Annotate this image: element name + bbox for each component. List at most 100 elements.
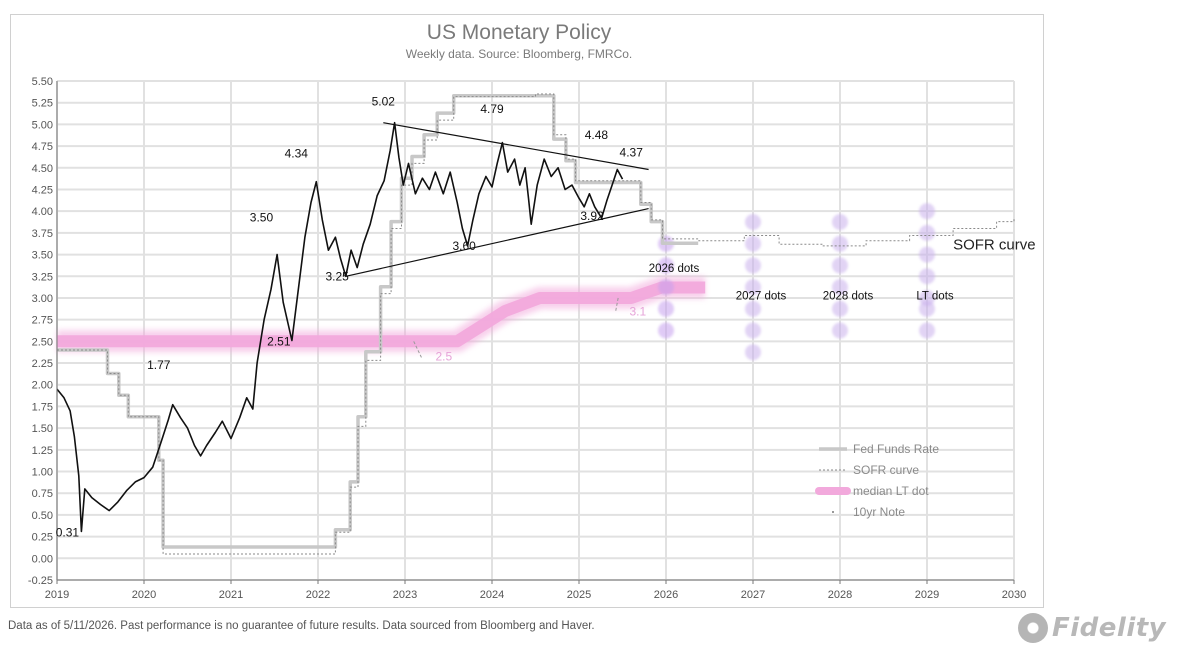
x-tick-label: 2024 (480, 589, 504, 601)
fomc-dot (745, 344, 761, 361)
axes: 5.50 5.25 5.00 4.75 4.50 4.25 4.00 3.75 3.50 3.25… (28, 76, 1026, 601)
fomc-dot (832, 300, 848, 317)
x-tick-label: 2025 (567, 589, 591, 601)
x-tick-label: 2022 (306, 589, 330, 601)
dots-group-label: LT dots (916, 291, 954, 303)
value-annotation: 2.51 (267, 335, 291, 349)
value-annotation: 3.92 (580, 209, 604, 223)
y-tick-label: 0.00 (32, 553, 53, 565)
fomc-dot (832, 257, 848, 274)
x-tick-label: 2020 (132, 589, 156, 601)
fomc-dot (658, 257, 674, 274)
y-tick-label: 0.75 (32, 488, 53, 500)
median-lt-value-label: 2.5 (435, 349, 452, 363)
value-annotation: 5.02 (372, 94, 396, 108)
tenyr-note-line (56, 121, 624, 533)
y-tick-label: 3.25 (32, 271, 53, 283)
x-tick-label: 2021 (219, 589, 243, 601)
legend-label: median LT dot (853, 484, 929, 498)
fidelity-logo: Fidelity (1018, 610, 1188, 646)
y-tick-label: 1.25 (32, 445, 53, 457)
legend-label: Fed Funds Rate (853, 442, 939, 456)
dots-group-label: 2028 dots (823, 291, 874, 303)
fomc-dot (745, 235, 761, 252)
legend-swatch-tenyr (832, 511, 834, 513)
fomc-dot (919, 322, 935, 339)
pink-label-leader (614, 297, 619, 313)
fidelity-logo-icon (1018, 613, 1048, 643)
x-tick-label: 2030 (1002, 589, 1026, 601)
sofr-curve-label: SOFR curve (953, 236, 1036, 253)
fomc-dot (832, 235, 848, 252)
series-lines (56, 93, 1015, 555)
fomc-dot (919, 246, 935, 263)
fomc-dot (745, 300, 761, 317)
fomc-dots (658, 203, 935, 361)
fomc-dot (919, 300, 935, 317)
fomc-dot (745, 322, 761, 339)
y-tick-label: 4.00 (32, 206, 53, 218)
median-lt-band-line (57, 281, 706, 348)
trend-line (383, 122, 649, 171)
fed-funds-line (57, 94, 699, 549)
pink-label-leader (413, 341, 422, 358)
y-tick-label: 3.50 (32, 250, 53, 262)
y-tick-label: 1.50 (32, 423, 53, 435)
y-tick-label: 1.00 (32, 467, 53, 479)
y-tick-label: 2.50 (32, 336, 53, 348)
y-tick-label: 1.75 (32, 401, 53, 413)
fomc-dot (658, 322, 674, 339)
fomc-dot (658, 279, 674, 296)
y-tick-label: 4.75 (32, 141, 53, 153)
y-tick-label: 2.25 (32, 358, 53, 370)
annotations: 5.024.794.344.484.373.923.503.603.252.51… (56, 94, 1036, 539)
y-tick-label: 2.00 (32, 380, 53, 392)
x-tick-label: 2019 (45, 589, 69, 601)
fomc-dot (919, 203, 935, 220)
y-tick-label: 3.75 (32, 228, 53, 240)
chart-title: US Monetary Policy (427, 21, 612, 44)
legend-label: SOFR curve (853, 463, 919, 477)
y-tick-label: 0.50 (32, 510, 53, 522)
value-annotation: 1.77 (147, 358, 171, 372)
chart-frame: US Monetary Policy Weekly data. Source: … (10, 14, 1044, 608)
fomc-dot (919, 268, 935, 285)
fomc-dot (658, 300, 674, 317)
fomc-dot (832, 322, 848, 339)
fomc-dot (832, 214, 848, 231)
trend-line (345, 208, 649, 277)
x-tick-label: 2023 (393, 589, 417, 601)
monetary-policy-chart: US Monetary Policy Weekly data. Source: … (28, 21, 1036, 601)
value-annotation: 0.31 (56, 526, 80, 540)
median-lt-band (57, 276, 706, 353)
y-tick-label: 4.50 (32, 163, 53, 175)
value-annotation: 3.60 (452, 239, 476, 253)
value-annotation: 3.25 (325, 270, 349, 284)
fomc-dot (745, 214, 761, 231)
fidelity-logo-text: Fidelity (1052, 613, 1167, 643)
fomc-dot (919, 224, 935, 241)
footnote: Data as of 5/11/2026. Past performance i… (8, 620, 595, 632)
legend: Fed Funds Rate SOFR curve median LT dot 10y… (815, 442, 939, 519)
sofr-curve-line (57, 93, 1015, 555)
value-annotation: 4.48 (585, 128, 609, 142)
chart-subtitle: Weekly data. Source: Bloomberg, FMRCo. (406, 47, 633, 61)
dots-group-label: 2027 dots (736, 291, 787, 303)
legend-label: 10yr Note (853, 505, 905, 519)
y-tick-label: 5.00 (32, 119, 53, 131)
value-annotation: 4.79 (480, 102, 504, 116)
y-tick-label: 3.00 (32, 293, 53, 305)
x-tick-label: 2027 (741, 589, 765, 601)
dots-group-label: 2026 dots (649, 263, 700, 275)
fomc-dot (832, 279, 848, 296)
y-tick-label: 0.25 (32, 532, 53, 544)
y-tick-label: 4.25 (32, 184, 53, 196)
trend-lines (345, 122, 649, 277)
y-tick-label: 2.75 (32, 315, 53, 327)
fomc-dot (745, 279, 761, 296)
median-lt-value-label: 3.1 (629, 304, 646, 318)
x-tick-label: 2026 (654, 589, 678, 601)
value-annotation: 4.37 (620, 146, 644, 160)
y-tick-label: 5.50 (32, 76, 53, 88)
value-annotation: 3.50 (250, 211, 274, 225)
